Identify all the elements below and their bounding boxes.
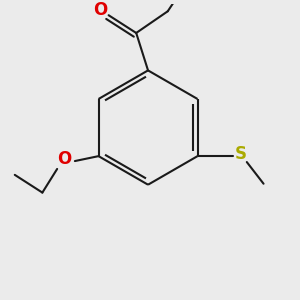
Text: O: O	[57, 150, 71, 168]
Text: S: S	[235, 145, 247, 163]
Text: O: O	[94, 1, 108, 19]
